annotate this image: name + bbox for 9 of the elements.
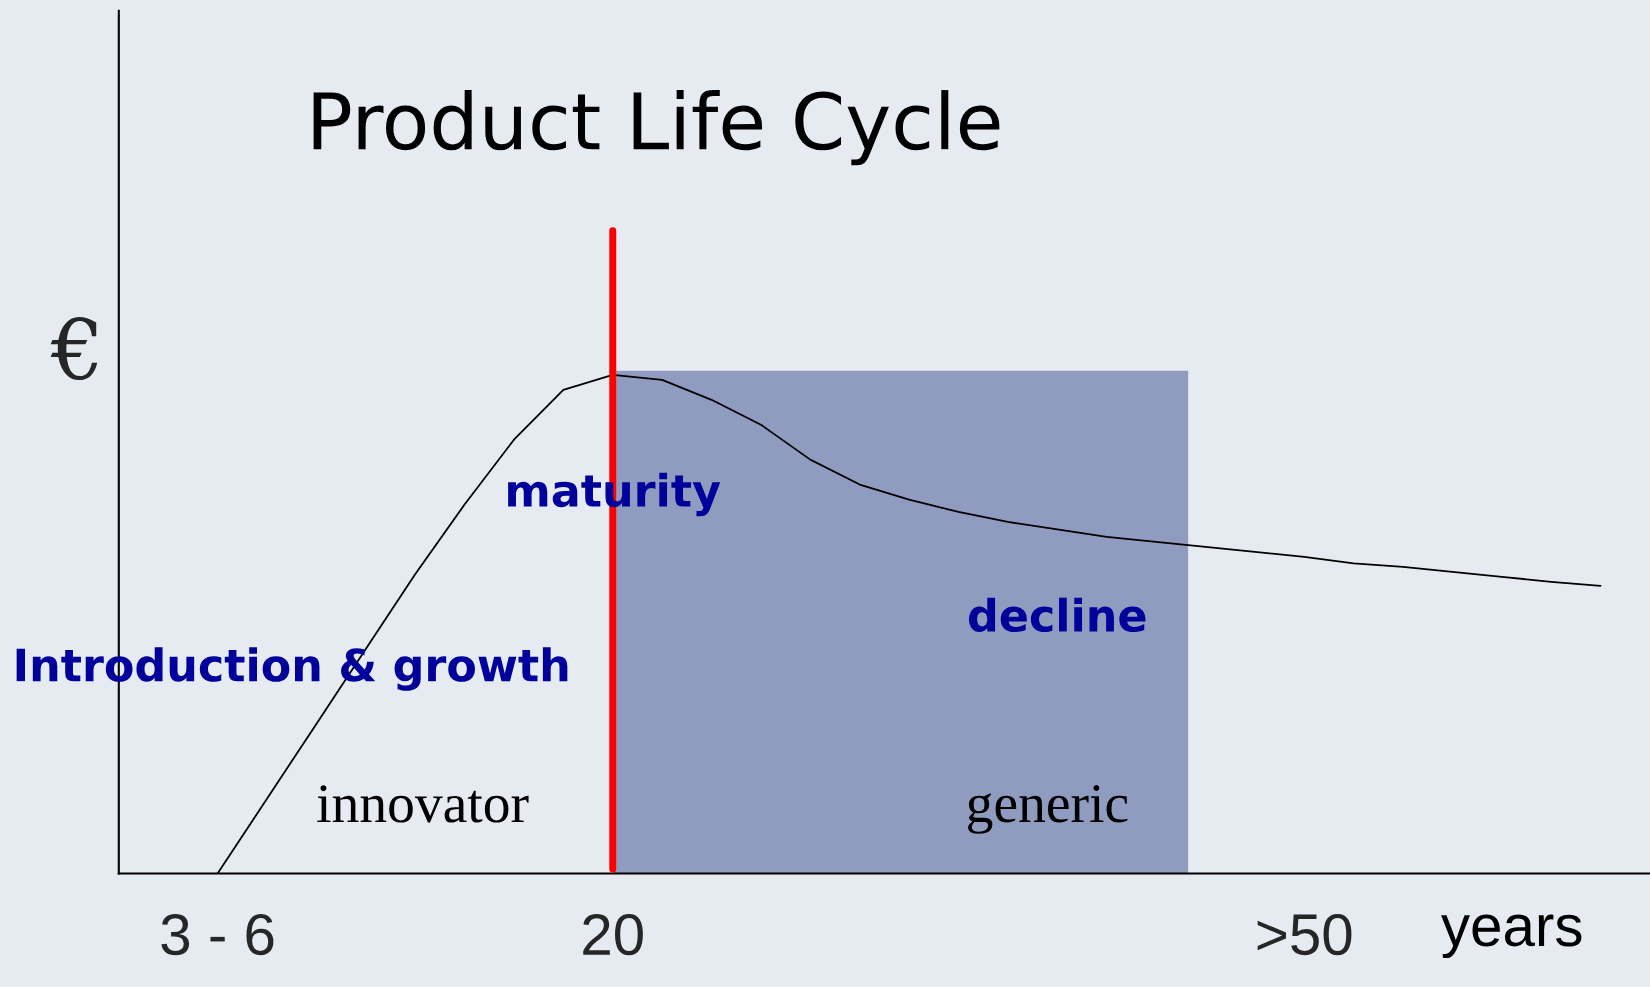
x-tick-label: 20 [583,913,643,956]
annotation: generic [968,785,1128,834]
x-tick-label: 3 - 6 [161,913,274,956]
x-tick-label: >50 [1257,913,1352,956]
x-axis-title: years [1441,914,1582,959]
chart-title: Product Life Cycle [313,90,1000,166]
annotation: innovator [317,785,529,823]
y-axis-title: € [50,317,98,381]
annotation: decline [969,597,1146,633]
